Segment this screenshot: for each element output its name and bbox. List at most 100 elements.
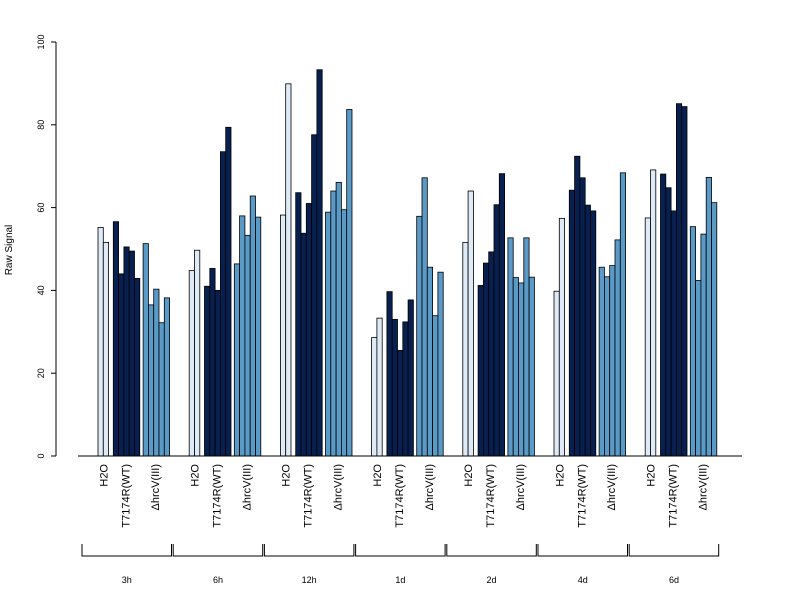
bar: [153, 288, 160, 457]
bar: [598, 266, 605, 457]
bar: [123, 246, 130, 457]
group-label: 6h: [213, 575, 223, 585]
category-label: ΔhrcV(III): [333, 464, 345, 510]
bar: [285, 83, 292, 457]
y-tick-label: 0: [36, 453, 46, 458]
group-bracket: [263, 544, 355, 557]
group-bracket: [172, 544, 264, 557]
bar: [676, 103, 683, 457]
bar: [528, 276, 535, 457]
bar: [432, 315, 439, 457]
bar: [507, 237, 514, 457]
bar: [335, 181, 342, 457]
bar: [579, 177, 586, 457]
category-label: H2O: [190, 464, 202, 487]
group-bracket: [628, 544, 720, 557]
bar: [118, 273, 125, 457]
bar: [346, 109, 353, 457]
bar: [340, 209, 348, 457]
bar: [650, 169, 657, 457]
bar: [325, 211, 332, 457]
category-label: T7174R(WT): [303, 464, 315, 528]
category-label: H2O: [554, 464, 566, 487]
bar: [614, 239, 621, 457]
group-brackets: 3h 6h 12h 1d 2d 4d 6d: [81, 544, 720, 585]
y-axis: 0 20 40 60 80 100: [36, 34, 57, 459]
bar: [214, 289, 221, 457]
bar: [604, 276, 611, 457]
bar: [316, 69, 323, 457]
category-label: H2O: [372, 464, 384, 487]
group-bracket: [446, 544, 537, 557]
category-label: H2O: [646, 464, 658, 487]
bar: [407, 299, 414, 457]
bar: [488, 251, 495, 457]
bar: [437, 271, 444, 457]
bar: [416, 215, 423, 457]
group-bracket: [355, 544, 446, 557]
bar: [142, 243, 149, 457]
bar: [619, 172, 626, 457]
y-axis-title: Raw Signal: [4, 225, 15, 276]
bar: [700, 233, 707, 457]
bar: [467, 190, 474, 457]
bar: [219, 151, 227, 457]
bar: [295, 192, 302, 457]
bar: [665, 187, 672, 457]
bar: [397, 350, 404, 457]
bar: [660, 173, 667, 457]
group-label: 4d: [578, 575, 588, 585]
y-tick-label: 80: [36, 120, 46, 130]
group-label: 1d: [395, 575, 405, 585]
bar: [477, 285, 484, 457]
category-label: ΔhrcV(III): [424, 464, 436, 510]
category-label: H2O: [98, 464, 110, 487]
bar: [209, 268, 216, 457]
group-label: 12h: [302, 575, 317, 585]
bar: [225, 126, 232, 457]
category-label: H2O: [463, 464, 475, 487]
x-axis: H2O T7174R(WT) ΔhrcV(III) H2O T7174R(WT) Δhrc…: [78, 455, 742, 528]
group-bracket: [537, 544, 628, 557]
bar: [112, 221, 120, 457]
bar: [233, 263, 241, 457]
bar: [371, 337, 378, 457]
bar: [681, 106, 688, 457]
category-label: T7174R(WT): [394, 464, 406, 528]
bar: [670, 210, 677, 457]
category-label: H2O: [281, 464, 293, 487]
bar: [711, 202, 718, 457]
bar: [553, 290, 560, 457]
group-label: 2d: [487, 575, 497, 585]
bar: [609, 265, 616, 457]
group-label: 3h: [122, 575, 132, 585]
bar: [376, 317, 383, 457]
bar: [584, 204, 591, 457]
bar: [498, 173, 505, 457]
bar: [97, 227, 104, 457]
bar: [163, 297, 171, 457]
bar: [426, 266, 433, 457]
category-label: ΔhrcV(III): [150, 464, 162, 510]
category-label: ΔhrcV(III): [697, 464, 709, 510]
y-tick-label: 100: [36, 34, 46, 49]
bar: [391, 318, 398, 457]
bar: [158, 322, 165, 457]
bar: [311, 134, 318, 457]
bar: [705, 176, 712, 457]
y-tick-label: 20: [36, 368, 46, 378]
bar: [695, 280, 702, 457]
bar: [644, 217, 651, 457]
bar: [300, 232, 307, 457]
category-label: T7174R(WT): [576, 464, 588, 528]
bar: [386, 291, 393, 457]
bar: [523, 237, 530, 457]
bar: [558, 217, 565, 457]
category-label: T7174R(WT): [485, 464, 497, 528]
category-label: ΔhrcV(III): [241, 464, 253, 510]
y-tick-label: 60: [36, 203, 46, 213]
bar: [244, 234, 251, 457]
bar: [462, 241, 469, 457]
